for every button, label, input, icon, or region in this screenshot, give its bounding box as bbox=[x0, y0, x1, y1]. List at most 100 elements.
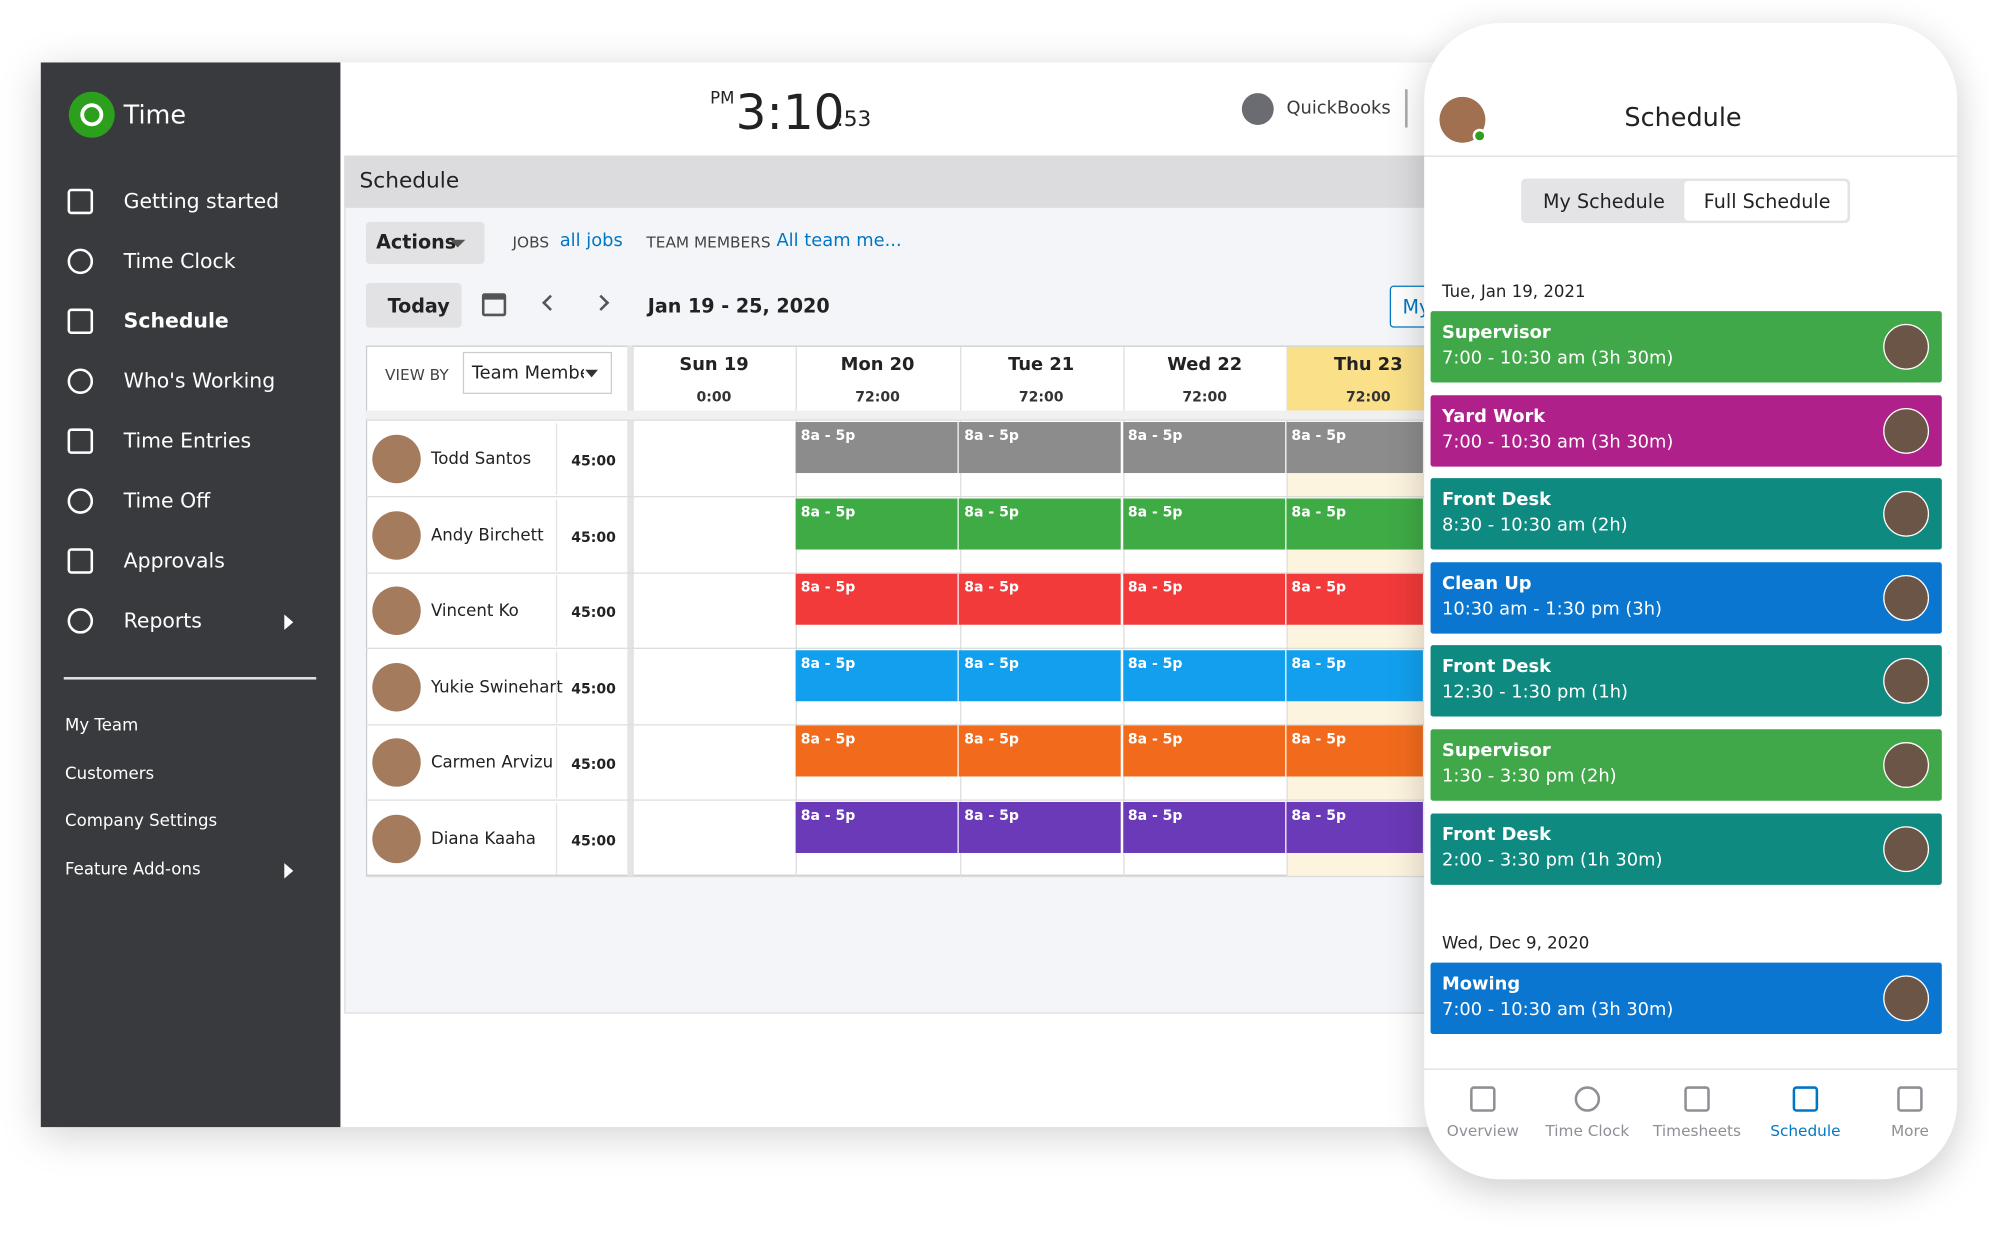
shift[interactable] bbox=[959, 422, 1123, 474]
shift-label: 8a - 5p bbox=[1127, 427, 1183, 444]
member-hours: 45:00 bbox=[571, 831, 616, 849]
nav-secondary[interactable]: Company Settings bbox=[65, 812, 218, 832]
shift-card[interactable] bbox=[1430, 478, 1942, 550]
status-dot bbox=[1472, 128, 1487, 143]
name-divider bbox=[555, 499, 558, 571]
nav-item[interactable]: Time Off bbox=[123, 488, 211, 513]
day-divider bbox=[632, 346, 634, 876]
nav-item[interactable]: Time Clock bbox=[123, 248, 236, 273]
bottom-nav-item[interactable]: More bbox=[1890, 1122, 1929, 1140]
nav-item[interactable]: Reports bbox=[123, 608, 202, 633]
avatar bbox=[372, 814, 421, 863]
shift[interactable] bbox=[795, 725, 959, 777]
shift[interactable] bbox=[795, 573, 959, 625]
jobs-value[interactable]: all jobs bbox=[559, 230, 623, 252]
shift[interactable] bbox=[959, 725, 1123, 777]
shift[interactable] bbox=[1122, 801, 1286, 853]
bottom-nav-item[interactable]: Overview bbox=[1446, 1122, 1519, 1140]
shift-label: 8a - 5p bbox=[1291, 427, 1347, 444]
nav-secondary[interactable]: Feature Add-ons bbox=[65, 860, 201, 880]
shift[interactable] bbox=[1286, 422, 1425, 474]
shift-label: 8a - 5p bbox=[1291, 654, 1347, 672]
today-label[interactable]: Today bbox=[387, 294, 450, 318]
row-line bbox=[365, 647, 1444, 649]
team-value[interactable]: All team me... bbox=[776, 230, 902, 252]
member-name: Diana Kaaha bbox=[430, 829, 536, 849]
nav-item[interactable]: Who's Working bbox=[123, 368, 276, 393]
shift-card[interactable] bbox=[1430, 562, 1942, 634]
shift-card[interactable] bbox=[1430, 311, 1942, 383]
shift[interactable] bbox=[1286, 725, 1425, 777]
day-name: Thu 23 bbox=[1333, 354, 1403, 375]
logo-ring bbox=[80, 103, 104, 127]
shift[interactable] bbox=[795, 649, 959, 701]
shift[interactable] bbox=[1286, 497, 1425, 549]
shift[interactable] bbox=[959, 573, 1123, 625]
bottom-nav-item[interactable]: Timesheets bbox=[1653, 1122, 1741, 1140]
nav-item[interactable]: Schedule bbox=[123, 308, 229, 333]
calendar-icon[interactable] bbox=[481, 293, 507, 317]
phone: Schedule My Schedule Full Schedule Tue, Jan… bbox=[1424, 22, 1958, 1180]
my-label[interactable]: My bbox=[1402, 295, 1431, 319]
shift[interactable] bbox=[959, 801, 1123, 853]
shift-card[interactable] bbox=[1430, 962, 1942, 1035]
shift-card[interactable] bbox=[1430, 645, 1942, 718]
shift[interactable] bbox=[1122, 497, 1286, 549]
today-button bbox=[365, 283, 462, 328]
day-name: Tue 21 bbox=[1008, 354, 1075, 375]
nav-item[interactable]: Time Entries bbox=[123, 428, 252, 453]
avatar bbox=[372, 510, 421, 560]
card-title: Front Desk bbox=[1442, 657, 1552, 678]
shift-card[interactable] bbox=[1430, 729, 1942, 801]
name-divider bbox=[555, 802, 558, 875]
team-label: TEAM MEMBERS bbox=[646, 233, 771, 252]
member-name: Carmen Arvizu bbox=[430, 753, 554, 773]
shift[interactable] bbox=[1122, 725, 1286, 777]
shift[interactable] bbox=[1122, 573, 1286, 625]
card-title: Yard Work bbox=[1442, 406, 1546, 427]
member-hours: 45:00 bbox=[571, 680, 616, 697]
shift-label: 8a - 5p bbox=[964, 502, 1019, 520]
shift-label: 8a - 5p bbox=[1127, 502, 1183, 520]
viewby-label: VIEW BY bbox=[385, 365, 449, 384]
card-avatar bbox=[1883, 975, 1930, 1022]
shift[interactable] bbox=[959, 649, 1123, 701]
shift[interactable] bbox=[1122, 422, 1286, 474]
brand: QuickBooks bbox=[1286, 98, 1391, 119]
member-name: Todd Santos bbox=[430, 450, 532, 470]
shift[interactable] bbox=[795, 497, 959, 549]
actions-label[interactable]: Actions bbox=[376, 230, 457, 254]
member-name: Vincent Ko bbox=[430, 601, 519, 621]
viewby-value: Team Membe bbox=[471, 363, 584, 384]
nav-item[interactable]: Approvals bbox=[123, 548, 225, 573]
nav-secondary[interactable]: Customers bbox=[65, 764, 155, 784]
day-name: Wed 22 bbox=[1167, 354, 1243, 375]
nav-secondary[interactable]: My Team bbox=[65, 716, 139, 736]
shift[interactable] bbox=[795, 422, 959, 474]
phone-title: Schedule bbox=[1624, 102, 1742, 133]
name-divider bbox=[555, 423, 558, 495]
shift[interactable] bbox=[1286, 801, 1425, 853]
tab[interactable]: My Schedule bbox=[1543, 189, 1665, 213]
shift[interactable] bbox=[1286, 573, 1425, 625]
card-time: 2:00 - 3:30 pm (1h 30m) bbox=[1442, 849, 1663, 871]
phone-header-line bbox=[1424, 155, 1958, 157]
shift[interactable] bbox=[795, 801, 959, 853]
shift-card[interactable] bbox=[1430, 812, 1942, 885]
bottom-nav-line bbox=[1424, 1068, 1958, 1070]
nav-item[interactable]: Getting started bbox=[123, 188, 280, 213]
shift[interactable] bbox=[959, 497, 1123, 549]
shift[interactable] bbox=[1122, 649, 1286, 701]
sidebar bbox=[40, 62, 341, 1128]
tab-active bbox=[1684, 181, 1848, 221]
card-time: 8:30 - 10:30 am (2h) bbox=[1442, 515, 1628, 536]
bottom-nav-item[interactable]: Time Clock bbox=[1545, 1122, 1630, 1140]
nav-icon bbox=[1574, 1086, 1601, 1112]
shift-label: 8a - 5p bbox=[1127, 806, 1183, 824]
shift-card[interactable] bbox=[1430, 394, 1942, 467]
shift[interactable] bbox=[1286, 649, 1425, 701]
shift-label: 8a - 5p bbox=[964, 427, 1019, 444]
col-divider bbox=[627, 345, 633, 876]
bottom-nav-item[interactable]: Schedule bbox=[1770, 1122, 1841, 1140]
tab[interactable]: Full Schedule bbox=[1703, 189, 1831, 213]
